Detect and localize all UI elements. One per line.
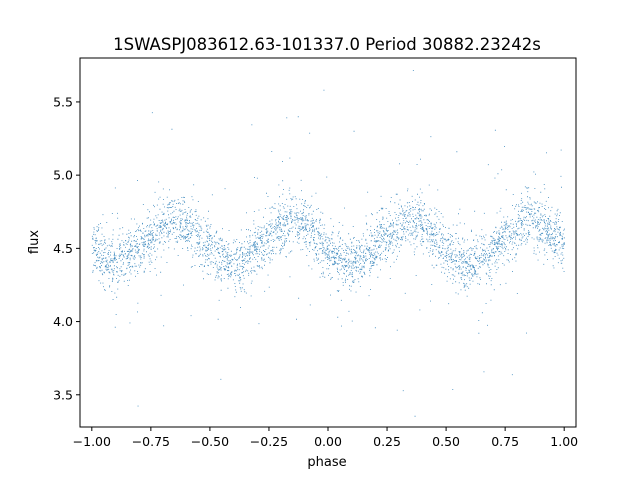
x-tick-label: −0.75 [132, 434, 170, 449]
plot-frame [79, 57, 577, 428]
y-axis-label: flux [27, 230, 42, 254]
scatter-point [91, 70, 566, 417]
data-points [91, 70, 566, 417]
x-tick-label: −0.25 [250, 434, 288, 449]
x-tick-label: −1.00 [73, 434, 111, 449]
x-axis: −1.00 −0.75 −0.50 −0.25 0.00 0.25 0.50 0.75 1.00 [73, 427, 578, 449]
y-tick-label: 5.0 [53, 168, 73, 183]
y-tick-label: 5.5 [53, 94, 73, 109]
x-axis-label: phase [307, 455, 346, 470]
y-tick-label: 3.5 [53, 387, 73, 402]
x-tick-label: 0.00 [314, 434, 342, 449]
x-tick-label: 0.25 [373, 434, 401, 449]
y-tick-label: 4.0 [53, 314, 73, 329]
x-tick-label: 0.50 [432, 434, 460, 449]
x-tick-label: 0.75 [491, 434, 519, 449]
chart-title: 1SWASPJ083612.63-101337.0 Period 30882.2… [113, 35, 541, 54]
x-tick-label: 1.00 [550, 434, 578, 449]
y-axis: 3.5 4.0 4.5 5.0 5.5 [53, 94, 80, 402]
y-tick-label: 4.5 [53, 241, 73, 256]
x-tick-label: −0.50 [191, 434, 229, 449]
